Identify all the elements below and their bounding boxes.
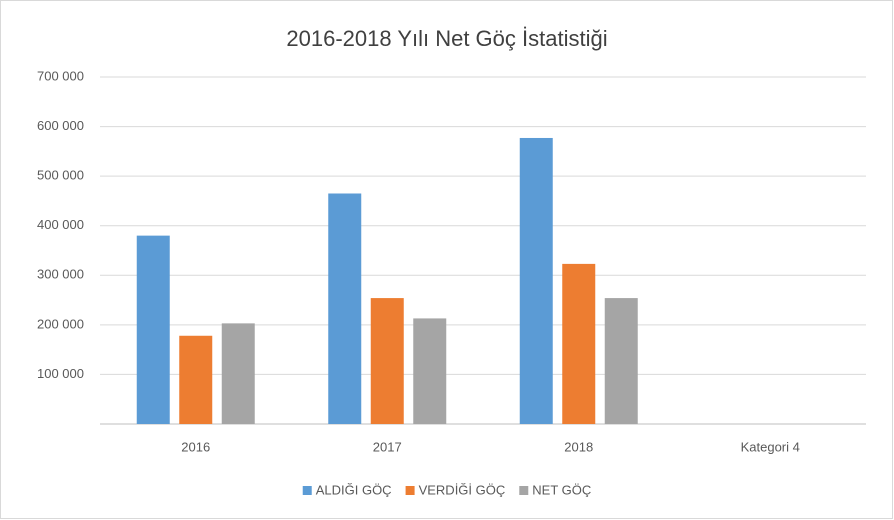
- bar: [221, 323, 255, 424]
- legend-label: VERDİĞİ GÖÇ: [419, 482, 506, 497]
- bar: [370, 298, 404, 424]
- bar: [604, 298, 638, 424]
- legend-swatch: [405, 486, 415, 495]
- chart-title: 2016-2018 Yılı Net Göç İstatistiği: [286, 26, 607, 51]
- x-tick-label: 2018: [564, 439, 593, 454]
- y-tick-label: 100 000: [37, 366, 84, 381]
- y-tick-label: 500 000: [37, 168, 84, 183]
- y-tick-label: 600 000: [37, 118, 84, 133]
- bar: [136, 235, 170, 424]
- legend-swatch: [302, 486, 312, 495]
- y-tick-label: 400 000: [37, 217, 84, 232]
- y-tick-label: 200 000: [37, 316, 84, 331]
- bar: [519, 137, 553, 425]
- bar: [179, 335, 213, 424]
- x-tick-label: 2017: [373, 439, 402, 454]
- y-tick-label: 300 000: [37, 267, 84, 282]
- legend-label: ALDIĞI GÖÇ: [316, 482, 392, 497]
- bar: [562, 263, 596, 424]
- legend-label: NET GÖÇ: [532, 482, 591, 497]
- legend-swatch: [519, 486, 529, 495]
- x-tick-label: Kategori 4: [741, 439, 800, 454]
- y-tick-label: 700 000: [37, 68, 84, 83]
- bar: [328, 193, 362, 424]
- x-tick-label: 2016: [181, 439, 210, 454]
- bar: [413, 318, 447, 424]
